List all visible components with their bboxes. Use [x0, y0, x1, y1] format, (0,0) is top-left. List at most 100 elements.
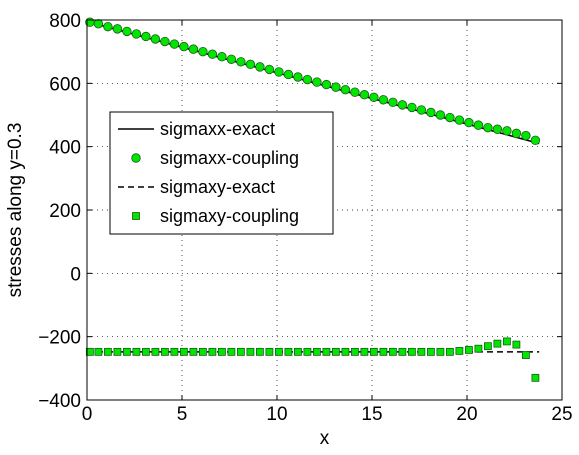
- sigmaxx-coupling-point: [492, 124, 503, 134]
- sigmaxy-coupling-point: [388, 347, 397, 356]
- sigmaxx-coupling-point: [454, 115, 465, 125]
- sigmaxx-coupling-point: [521, 130, 531, 141]
- sigmaxy-coupling-point: [227, 347, 236, 356]
- sigmaxy-coupling-point: [398, 347, 407, 356]
- sigmaxx-coupling-point: [169, 39, 180, 49]
- sigmaxx-coupling-point: [416, 105, 427, 115]
- sigmaxx-coupling-point: [131, 29, 142, 39]
- y-tick-label: −200: [38, 328, 81, 349]
- sigmaxx-coupling-point: [483, 122, 493, 133]
- sigmaxx-exact-legend-label: sigmaxx-exact: [160, 119, 275, 139]
- sigmaxx-coupling-point: [293, 72, 303, 82]
- x-tick-label: 0: [82, 404, 93, 425]
- y-tick-label: 0: [70, 264, 81, 285]
- sigmaxx-coupling-legend-label: sigmaxx-coupling: [160, 148, 299, 168]
- sigmaxy-coupling-point: [464, 346, 473, 354]
- legend-box: [109, 111, 334, 235]
- sigmaxy-coupling-point: [474, 344, 483, 353]
- sigmaxx-coupling-point: [350, 87, 360, 97]
- sigmaxy-coupling-point: [426, 347, 435, 356]
- sigmaxx-coupling-point: [226, 54, 237, 64]
- sigmaxx-coupling-point: [502, 126, 512, 136]
- sigmaxy-coupling-point: [104, 347, 112, 356]
- sigmaxy-coupling-point: [303, 347, 312, 356]
- sigmaxx-coupling-point: [103, 21, 113, 32]
- sigmaxy-coupling-point: [322, 347, 331, 356]
- sigmaxx-coupling-point: [93, 19, 104, 29]
- sigmaxx-coupling-point: [340, 84, 351, 95]
- sigmaxy-coupling-point: [208, 347, 217, 356]
- y-tick-label: 400: [49, 138, 81, 159]
- sigmaxx-coupling-point: [426, 107, 436, 118]
- sigmaxx-coupling-point: [302, 74, 313, 85]
- sigmaxy-coupling-point: [522, 351, 530, 359]
- sigmaxx-coupling-point: [435, 110, 446, 120]
- sigmaxy-coupling-point: [189, 347, 198, 356]
- sigmaxy-coupling-point: [170, 347, 179, 356]
- sigmaxy-coupling-point: [94, 347, 103, 356]
- sigmaxy-coupling-point: [350, 347, 359, 356]
- sigmaxx-coupling-point: [160, 36, 170, 47]
- sigmaxy-coupling-point: [360, 347, 369, 356]
- sigmaxx-coupling-point: [236, 57, 246, 67]
- sigmaxx-coupling-point: [359, 90, 370, 100]
- sigmaxx-coupling-point: [112, 24, 123, 34]
- x-axis-label: x: [320, 428, 330, 449]
- x-tick-label: 25: [551, 404, 572, 425]
- sigmaxx-coupling-point: [264, 64, 275, 75]
- sigmaxy-coupling-point: [85, 347, 94, 356]
- sigmaxx-coupling-point: [274, 67, 284, 77]
- sigmaxy-coupling-point: [436, 347, 445, 356]
- sigmaxx-coupling-point: [150, 34, 161, 44]
- sigmaxy-coupling-point: [445, 347, 454, 356]
- sigmaxx-coupling-point: [407, 102, 417, 113]
- sigmaxy-coupling-point: [274, 347, 283, 356]
- sigmaxy-coupling-point: [284, 347, 293, 356]
- sigmaxy-coupling-point: [236, 347, 245, 356]
- sigmaxy-coupling-point: [198, 347, 207, 356]
- sigmaxy-coupling-point: [179, 347, 188, 356]
- sigmaxy-coupling-point: [132, 347, 141, 356]
- sigmaxy-coupling-point: [160, 347, 169, 356]
- sigmaxy-coupling-point: [265, 347, 274, 356]
- sigmaxx-coupling-point: [207, 49, 218, 59]
- y-tick-label: 200: [49, 201, 81, 222]
- sigmaxy-coupling-point: [512, 340, 521, 349]
- sigmaxy-coupling-point: [455, 347, 464, 355]
- sigmaxx-coupling-point: [530, 135, 541, 146]
- x-tick-label: 5: [177, 404, 188, 425]
- sigmaxx-coupling-point: [141, 31, 151, 42]
- sigmaxy-coupling-legend-label: sigmaxy-coupling: [160, 206, 299, 226]
- sigmaxx-coupling-point: [464, 117, 474, 128]
- sigmaxy-coupling-point: [151, 347, 160, 356]
- sigmaxy-coupling-point: [369, 347, 378, 356]
- sigmaxx-coupling-point: [312, 77, 322, 87]
- sigmaxx-coupling-point: [255, 62, 265, 72]
- legend: sigmaxx-exact sigmaxx-coupling sigmaxy-exa…: [109, 111, 334, 235]
- sigmaxx-coupling-point: [511, 128, 522, 139]
- sigmaxx-coupling-point: [245, 59, 256, 70]
- sigmaxy-coupling-point: [493, 339, 502, 348]
- sigmaxx-coupling-point: [198, 46, 208, 57]
- sigmaxx-coupling-point: [188, 44, 199, 54]
- data-series: [85, 17, 541, 382]
- sigmaxx-coupling-point: [321, 79, 332, 90]
- sigmaxy-coupling-point: [293, 347, 302, 356]
- y-tick-label: −400: [38, 391, 81, 412]
- x-tick-label: 20: [456, 404, 477, 425]
- sigmaxx-coupling-point: [179, 41, 189, 52]
- sigmaxx-coupling-point: [122, 26, 132, 37]
- sigmaxx-coupling-point: [283, 69, 294, 80]
- sigmaxy-coupling-point: [483, 342, 492, 351]
- sigmaxx-coupling-point: [369, 92, 379, 102]
- sigmaxy-coupling-point: [502, 337, 511, 346]
- axis-ticks: 0 5 10 15 20 25 −400 −200 0 200 400 600 800: [38, 11, 572, 425]
- sigmaxy-coupling-point: [341, 347, 350, 356]
- sigmaxy-coupling-point: [312, 347, 321, 356]
- sigmaxy-coupling-point: [246, 347, 255, 356]
- y-tick-label: 800: [49, 11, 81, 32]
- sigmaxx-coupling-point: [378, 95, 389, 105]
- sigmaxx-coupling-point: [473, 120, 484, 130]
